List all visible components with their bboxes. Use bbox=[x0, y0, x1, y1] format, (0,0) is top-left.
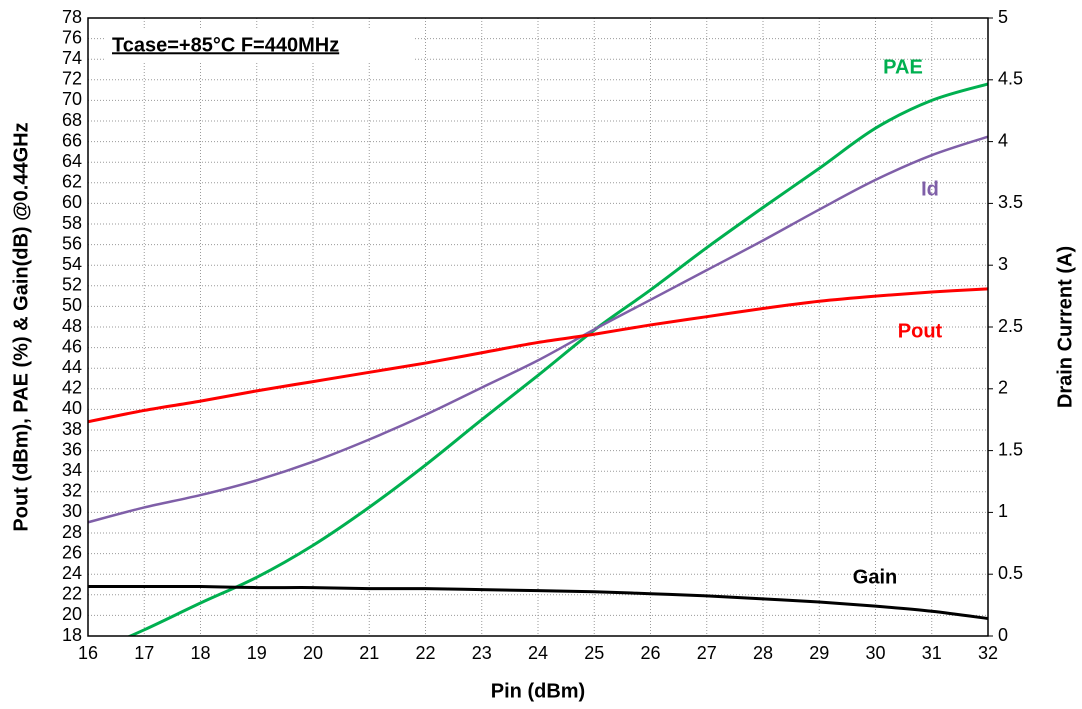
y-tick-label: 18 bbox=[62, 625, 82, 645]
y2-tick-label: 4.5 bbox=[998, 69, 1023, 89]
series-label: PAE bbox=[883, 56, 923, 78]
y2-tick-label: 0.5 bbox=[998, 563, 1023, 583]
y-tick-label: 38 bbox=[62, 419, 82, 439]
y-tick-label: 24 bbox=[62, 563, 82, 583]
y-tick-label: 26 bbox=[62, 542, 82, 562]
y-tick-label: 74 bbox=[62, 48, 82, 68]
y-tick-label: 32 bbox=[62, 481, 82, 501]
x-tick-label: 32 bbox=[978, 643, 998, 663]
x-tick-label: 22 bbox=[415, 643, 435, 663]
y-tick-label: 22 bbox=[62, 584, 82, 604]
y2-tick-label: 2 bbox=[998, 378, 1008, 398]
x-tick-label: 19 bbox=[247, 643, 267, 663]
x-tick-label: 24 bbox=[528, 643, 548, 663]
x-tick-label: 18 bbox=[190, 643, 210, 663]
y-tick-label: 76 bbox=[62, 27, 82, 47]
y2-tick-label: 5 bbox=[998, 7, 1008, 27]
y-tick-label: 64 bbox=[62, 151, 82, 171]
x-tick-label: 27 bbox=[697, 643, 717, 663]
y-tick-label: 50 bbox=[62, 295, 82, 315]
y-tick-label: 72 bbox=[62, 69, 82, 89]
y2-tick-label: 2.5 bbox=[998, 316, 1023, 336]
y-tick-label: 28 bbox=[62, 522, 82, 542]
y-tick-label: 54 bbox=[62, 254, 82, 274]
series-label: Gain bbox=[853, 566, 897, 588]
y2-tick-label: 3 bbox=[998, 254, 1008, 274]
y-tick-label: 78 bbox=[62, 7, 82, 27]
y-tick-label: 60 bbox=[62, 192, 82, 212]
y-tick-label: 66 bbox=[62, 130, 82, 150]
series-line bbox=[88, 287, 988, 424]
x-tick-label: 28 bbox=[753, 643, 773, 663]
y-tick-label: 34 bbox=[62, 460, 82, 480]
x-tick-label: 17 bbox=[134, 643, 154, 663]
x-tick-label: 26 bbox=[640, 643, 660, 663]
series-line bbox=[88, 135, 988, 524]
y-tick-label: 68 bbox=[62, 110, 82, 130]
y-tick-label: 44 bbox=[62, 357, 82, 377]
y2-tick-label: 0 bbox=[998, 625, 1008, 645]
x-tick-label: 20 bbox=[303, 643, 323, 663]
x-tick-label: 25 bbox=[584, 643, 604, 663]
y-tick-label: 40 bbox=[62, 398, 82, 418]
x-axis-label: Pin (dBm) bbox=[491, 680, 585, 702]
x-tick-label: 16 bbox=[78, 643, 98, 663]
y-tick-label: 48 bbox=[62, 316, 82, 336]
y-tick-label: 56 bbox=[62, 233, 82, 253]
series-label: Pout bbox=[898, 320, 943, 342]
y-axis-label: Pout (dBm), PAE (%) & Gain(dB) @0.44GHz bbox=[10, 122, 32, 531]
annotation-box bbox=[105, 30, 415, 62]
y-tick-label: 70 bbox=[62, 89, 82, 109]
y-tick-label: 30 bbox=[62, 501, 82, 521]
x-tick-label: 30 bbox=[865, 643, 885, 663]
x-tick-label: 31 bbox=[922, 643, 942, 663]
y-tick-label: 58 bbox=[62, 213, 82, 233]
x-tick-label: 29 bbox=[809, 643, 829, 663]
y2-tick-label: 3.5 bbox=[998, 192, 1023, 212]
y-tick-label: 36 bbox=[62, 439, 82, 459]
series-line bbox=[126, 82, 988, 636]
series-label: Id bbox=[921, 178, 939, 200]
y-tick-label: 20 bbox=[62, 604, 82, 624]
y2-tick-label: 1.5 bbox=[998, 439, 1023, 459]
y-tick-label: 52 bbox=[62, 275, 82, 295]
y2-axis-label: Drain Current (A) bbox=[1054, 246, 1076, 408]
y-tick-label: 62 bbox=[62, 172, 82, 192]
series-line bbox=[88, 584, 988, 620]
y-tick-label: 46 bbox=[62, 336, 82, 356]
y-tick-label: 42 bbox=[62, 378, 82, 398]
y2-tick-label: 4 bbox=[998, 130, 1008, 150]
x-tick-label: 21 bbox=[359, 643, 379, 663]
y2-tick-label: 1 bbox=[998, 501, 1008, 521]
x-tick-label: 23 bbox=[472, 643, 492, 663]
annotation: Tcase=+85°C F=440MHz bbox=[112, 34, 339, 56]
